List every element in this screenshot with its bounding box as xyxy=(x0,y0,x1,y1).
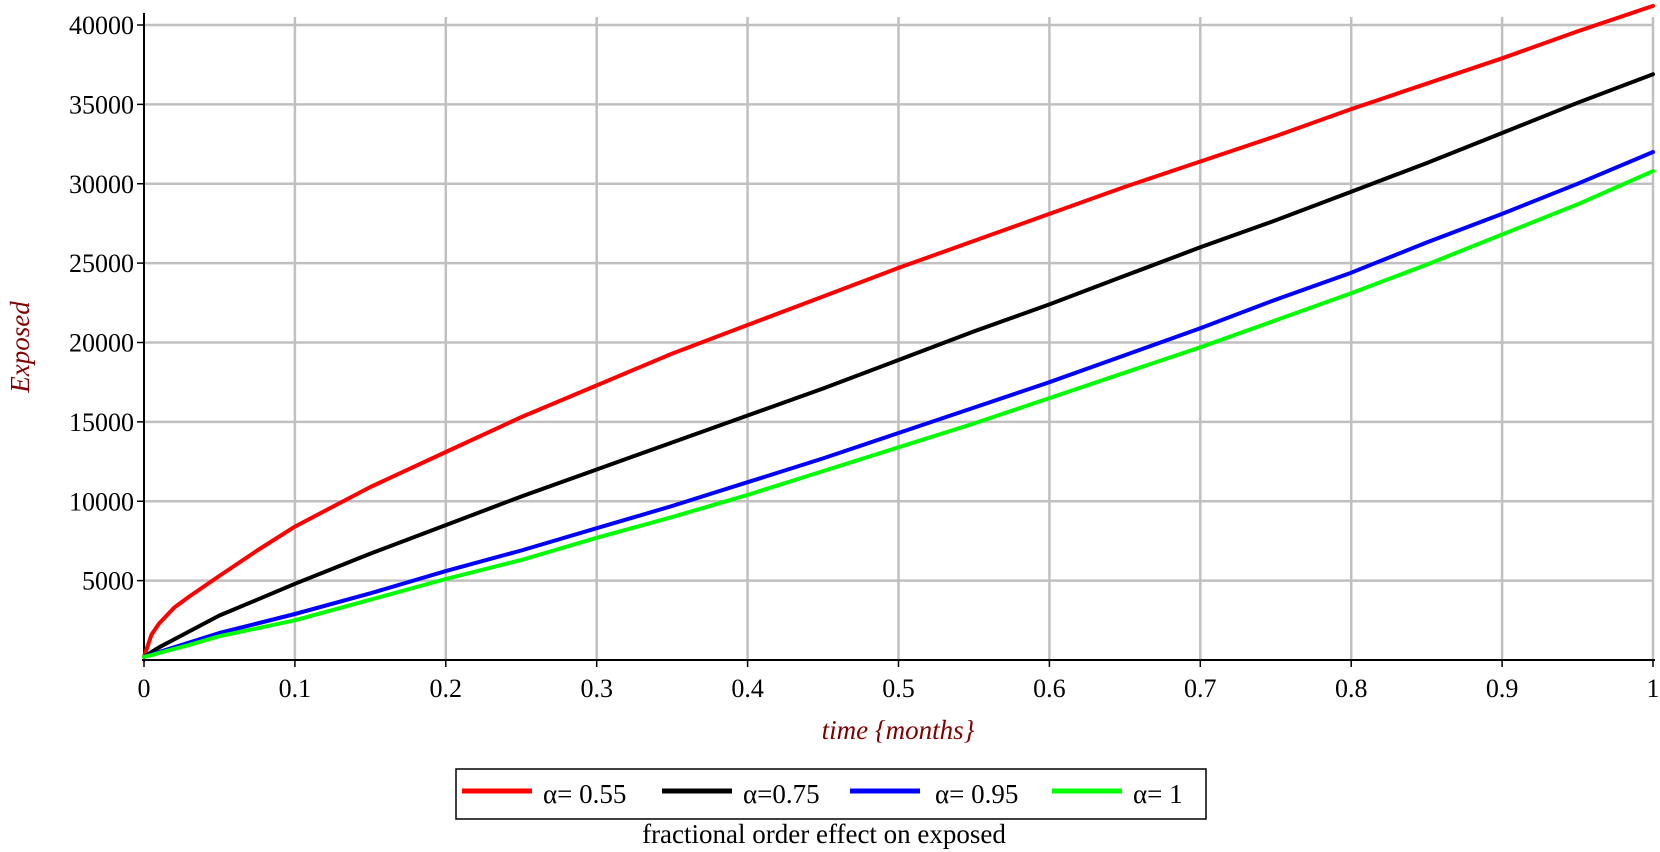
series-line xyxy=(142,169,1655,659)
x-tick-label: 0.7 xyxy=(1184,674,1217,703)
x-tick-label: 0.1 xyxy=(279,674,312,703)
y-tick-label: 5000 xyxy=(82,567,134,596)
x-tick-label: 0.3 xyxy=(580,674,613,703)
y-tick-label: 30000 xyxy=(69,170,134,199)
series-line xyxy=(142,3,1655,659)
legend: α= 0.55 α=0.75 α= 0.95 α= 1 xyxy=(455,768,1207,820)
y-tick-label: 40000 xyxy=(69,11,134,40)
chart-caption: fractional order effect on exposed xyxy=(642,819,1006,849)
x-tick-label: 0.9 xyxy=(1486,674,1519,703)
y-tick-label: 15000 xyxy=(69,408,134,437)
legend-label: α= 1 xyxy=(1133,779,1183,809)
series-line xyxy=(142,150,1655,659)
x-tick-label: 0.2 xyxy=(430,674,463,703)
series-line xyxy=(142,72,1655,659)
x-tick-label: 0 xyxy=(138,674,151,703)
legend-label: α=0.75 xyxy=(743,779,820,809)
tick-labels: 0 0.1 0.2 0.3 0.4 0.5 0.6 0.7 0.8 0.9 150001000015… xyxy=(69,11,1660,703)
y-tick-label: 10000 xyxy=(69,487,134,516)
y-tick-label: 25000 xyxy=(69,249,134,278)
y-tick-label: 20000 xyxy=(69,329,134,358)
legend-box xyxy=(455,768,1207,820)
legend-label: α= 0.95 xyxy=(935,779,1018,809)
x-tick-label: 0.5 xyxy=(882,674,915,703)
x-axis-label: time {months} xyxy=(822,715,975,745)
x-tick-label: 0.8 xyxy=(1335,674,1368,703)
x-tick-label: 0.6 xyxy=(1033,674,1066,703)
x-tick-label: 1 xyxy=(1647,674,1660,703)
legend-label: α= 0.55 xyxy=(543,779,626,809)
grid-lines xyxy=(144,17,1655,660)
series-lines xyxy=(142,3,1655,659)
y-tick-label: 35000 xyxy=(69,90,134,119)
y-axis-label: Exposed xyxy=(5,301,35,394)
axes xyxy=(137,13,1655,667)
x-tick-label: 0.4 xyxy=(731,674,764,703)
